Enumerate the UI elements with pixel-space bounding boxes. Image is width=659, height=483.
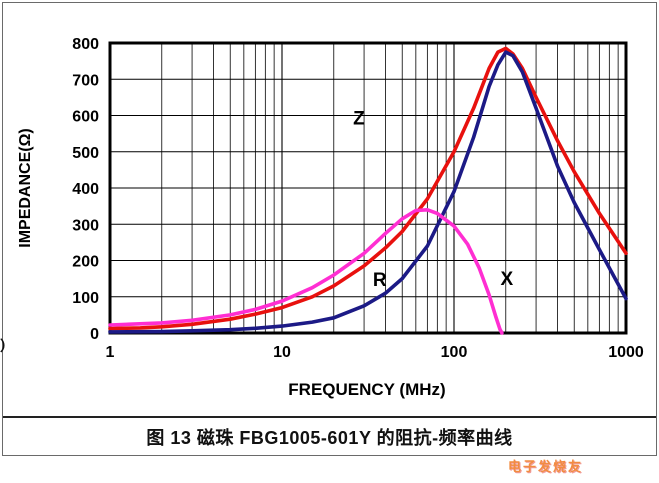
curve-x	[108, 208, 504, 335]
curve-r	[108, 50, 628, 334]
series-label-r: R	[373, 270, 387, 291]
series-label-x: X	[501, 269, 514, 290]
x-tick-label: 10	[273, 344, 291, 361]
curve-z	[108, 46, 628, 331]
y-tick-label: 400	[72, 181, 99, 198]
y-tick-label: 0	[90, 326, 99, 343]
x-axis-title: FREQUENCY (MHz)	[288, 380, 445, 399]
y-tick-label: 200	[72, 254, 99, 271]
y-axis-title: IMPEDANCE(Ω)	[17, 128, 34, 248]
figure-caption: 图 13 磁珠 FBG1005-601Y 的阻抗-频率曲线	[146, 427, 513, 448]
y-tick-label: 700	[72, 72, 99, 89]
series-label-z: Z	[353, 109, 365, 130]
chart-area: IMPEDANCE(Ω) FREQUENCY (MHz) Z R X 0 100 200 3…	[3, 3, 656, 416]
y-tick-label: 800	[72, 36, 99, 53]
figure-box: IMPEDANCE(Ω) FREQUENCY (MHz) Z R X 0 100 200 3…	[2, 2, 657, 456]
plot-frame	[108, 41, 628, 335]
impedance-chart: IMPEDANCE(Ω) FREQUENCY (MHz) Z R X 0 100 200 3…	[17, 36, 644, 399]
x-tick-label: 1000	[608, 344, 644, 361]
x-tick-label: 100	[441, 344, 468, 361]
plot-layer: Z R X 0 100 200 300 400 500 600 700 800 1 10 100 1000	[72, 36, 644, 361]
y-tick-label: 100	[72, 290, 99, 307]
watermark: 电子发烧友	[508, 459, 584, 474]
x-tick-label: 1	[106, 344, 115, 361]
left-edge-fragment: ）	[0, 338, 14, 354]
y-tick-label: 600	[72, 109, 99, 126]
y-tick-label: 500	[72, 145, 99, 162]
y-tick-label: 300	[72, 217, 99, 234]
caption-band: 图 13 磁珠 FBG1005-601Y 的阻抗-频率曲线	[3, 416, 656, 455]
